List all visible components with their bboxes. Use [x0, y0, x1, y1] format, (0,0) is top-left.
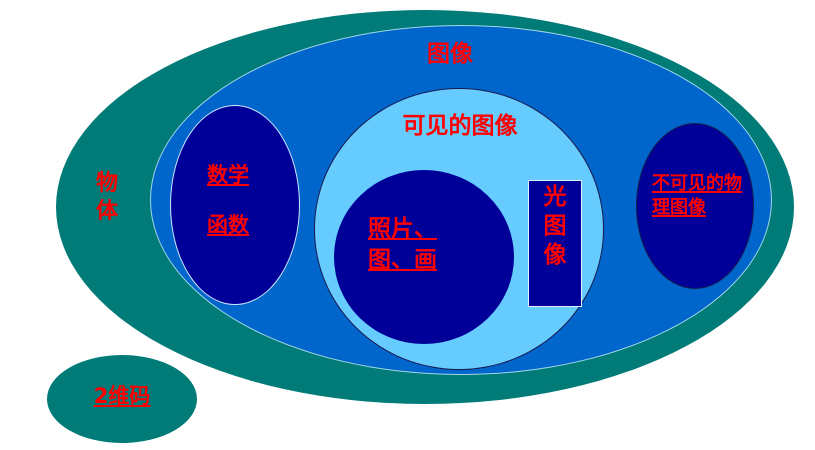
code-ellipse [47, 355, 197, 443]
math-label-line2: 函数 [207, 213, 249, 237]
image-label: 图像 [405, 41, 495, 67]
math-function-ellipse [170, 105, 300, 305]
photo-picture-circle [334, 170, 514, 344]
code-label: 2维码 [72, 384, 172, 408]
code-label-text: 2维码 [93, 384, 151, 408]
optical-label-line1: 光 [543, 184, 567, 210]
visible-image-label: 可见的图像 [370, 113, 550, 139]
invisible-label-line1: 不可见的物 [652, 173, 742, 194]
image-label-text: 图像 [427, 41, 473, 67]
object-label: 物 体 [87, 170, 127, 226]
invisible-physical-ellipse [636, 123, 754, 289]
math-label: 数学 函数 [188, 150, 268, 250]
object-label-line2: 体 [95, 199, 118, 224]
optical-label-line3: 像 [543, 242, 567, 268]
invisible-image-label: 不可见的物 理图像 [652, 172, 782, 220]
math-label-line1: 数学 [207, 163, 249, 187]
optical-label-line2: 图 [543, 213, 567, 239]
object-label-line1: 物 [95, 171, 118, 196]
photo-label: 照片、 图、画 [368, 214, 478, 276]
optical-image-box [528, 180, 582, 307]
optical-image-label: 光 图 像 [528, 183, 582, 270]
visible-image-label-text: 可见的图像 [402, 113, 518, 139]
photo-label-line1: 照片、 [368, 216, 437, 242]
invisible-label-line2: 理图像 [652, 197, 706, 218]
photo-label-line2: 图、画 [368, 247, 437, 273]
